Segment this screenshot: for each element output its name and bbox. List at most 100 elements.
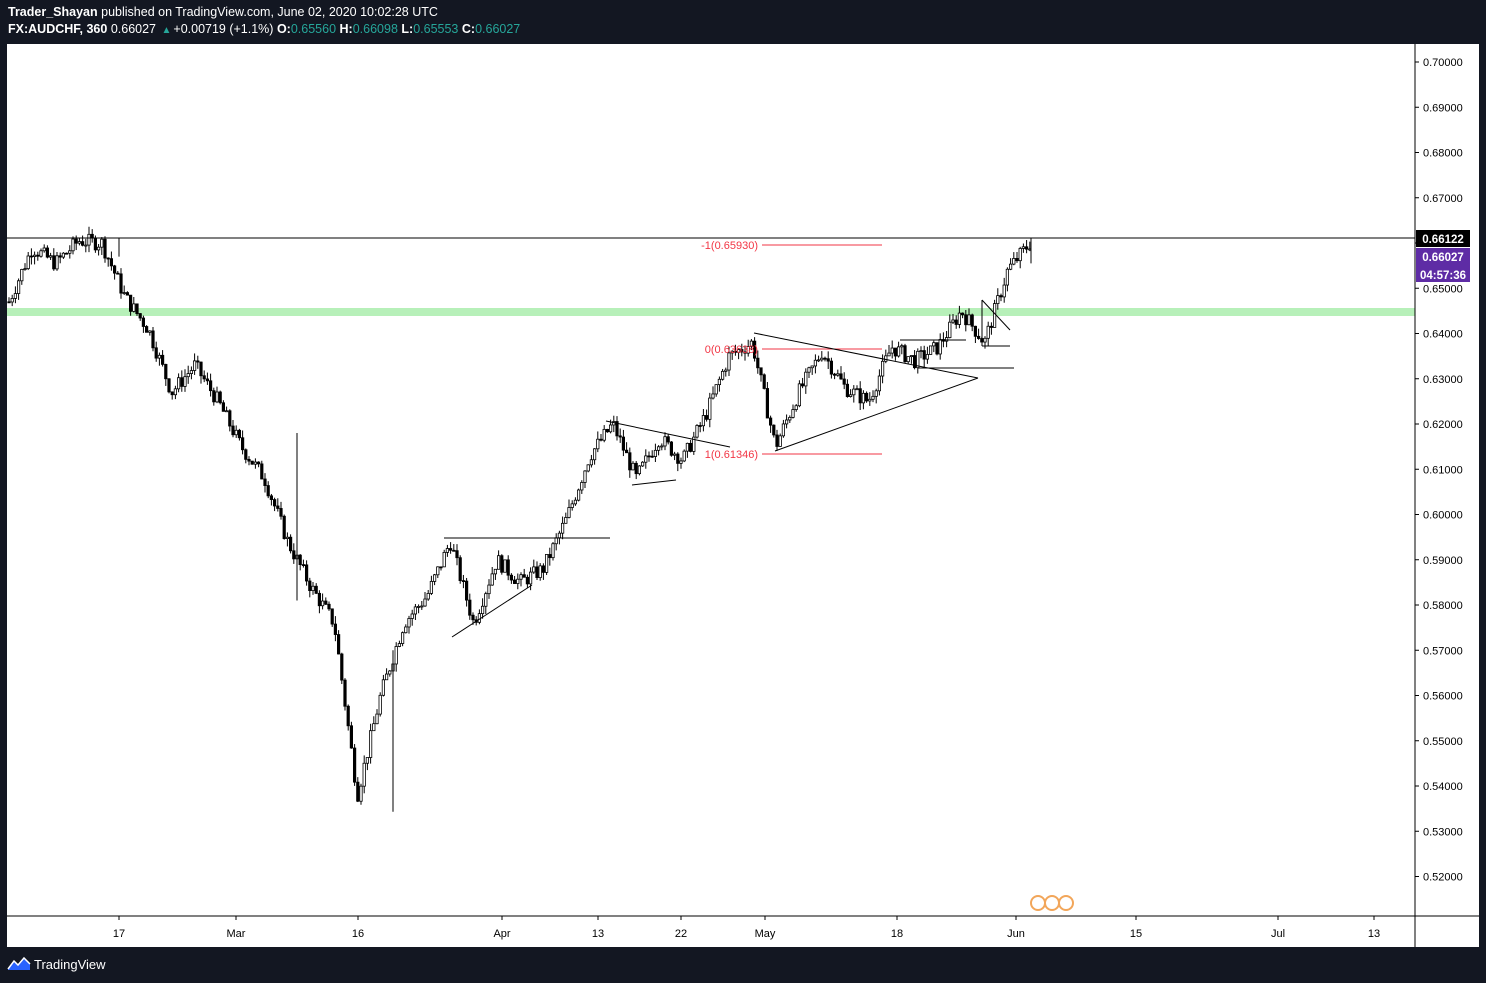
publish-info: Trader_Shayan published on TradingView.c… [8, 5, 438, 19]
candle-body [522, 574, 526, 578]
support-zone [7, 308, 1415, 316]
candle-body [240, 437, 245, 451]
candle-body [170, 391, 174, 396]
drawings: -1(0.65930) 0(0.63638) 1(0.61346) [7, 237, 1415, 638]
x-tick-label: 18 [891, 928, 903, 940]
event-markers[interactable] [1030, 895, 1074, 911]
x-tick-label: 16 [352, 928, 364, 940]
candle-body [906, 356, 910, 363]
chart-footer: TradingView [0, 947, 1486, 983]
brand-name[interactable]: TradingView [34, 957, 106, 972]
x-tick-label: Jul [1271, 928, 1285, 940]
x-tick-label: May [755, 928, 776, 940]
candle-body [887, 352, 891, 357]
candle-body [304, 564, 309, 582]
trendline-flag-top [981, 299, 1011, 331]
candle-body [797, 383, 802, 407]
event-marker-icon[interactable] [1058, 895, 1074, 911]
candle-body [993, 303, 997, 328]
candle-body [263, 478, 267, 486]
candle-body [948, 321, 952, 338]
candle-body [439, 566, 443, 569]
candle-body [349, 725, 354, 749]
y-tick-label: 0.63000 [1423, 374, 1463, 386]
event-marker-icon[interactable] [1044, 895, 1060, 911]
candle-body [756, 357, 760, 369]
candle-body [180, 377, 184, 387]
symbol-label[interactable]: FX:AUDCHF, 360 [8, 22, 108, 36]
candle-body [416, 606, 421, 608]
candle-body [631, 462, 635, 471]
candle-body [660, 445, 664, 448]
candle-body [589, 459, 594, 466]
y-tick-label: 0.60000 [1423, 510, 1463, 522]
candle-body [977, 335, 981, 339]
candle-body [932, 342, 936, 347]
chart-background [7, 44, 1479, 947]
y-tick-label: 0.52000 [1423, 872, 1463, 884]
candle-body [1018, 248, 1022, 262]
candle-body [423, 598, 427, 607]
candle-body [817, 359, 821, 362]
candle-body [964, 314, 968, 326]
time-axis[interactable]: 17 Mar 16 Apr 13 22 May 18 Jun 15 Jul 13 [113, 916, 1380, 940]
x-tick-label: 22 [675, 928, 687, 940]
candle-body [461, 580, 466, 582]
candle-body [167, 378, 171, 393]
candle-body [151, 330, 155, 349]
candle-body [765, 388, 770, 419]
candle-body [621, 436, 626, 451]
candle-body [570, 503, 574, 508]
candle-body [733, 350, 738, 353]
candle-body [685, 442, 690, 452]
candle-body [42, 247, 46, 252]
candle-body [52, 255, 56, 270]
candle-body [666, 436, 670, 443]
event-marker-icon[interactable] [1030, 895, 1046, 911]
y-tick-label: 0.70000 [1423, 57, 1463, 69]
candle-body [23, 268, 27, 271]
y-tick-label: 0.56000 [1423, 691, 1463, 703]
candle-body [224, 410, 229, 413]
candle-body [141, 317, 145, 327]
candle-body [692, 436, 696, 452]
candle-body [436, 566, 440, 576]
candle-body [650, 455, 654, 458]
candle-body [202, 375, 206, 380]
candle-body [237, 429, 241, 439]
candle-body [532, 566, 536, 573]
candle-body [609, 424, 613, 433]
candle-body [442, 551, 446, 568]
candle-body [308, 580, 312, 592]
current-price-text: 0.66027 [1422, 252, 1464, 264]
candle-body [925, 354, 930, 360]
candle-body [77, 241, 81, 244]
candle-body [144, 326, 149, 333]
candle-body [823, 357, 827, 360]
candle-body [487, 584, 491, 595]
up-arrow-icon: ▲ [161, 25, 172, 36]
candle-body [781, 423, 786, 437]
y-tick-label: 0.55000 [1423, 736, 1463, 748]
candle-body [567, 507, 571, 518]
high-value: 0.66098 [352, 22, 398, 36]
close-label: C: [461, 22, 476, 36]
trendline-triangle2-top [605, 420, 731, 448]
tradingview-logo-icon[interactable] [7, 956, 31, 972]
candles [7, 226, 1032, 812]
candle-body [33, 254, 37, 257]
candle-body [951, 319, 955, 323]
candle-body [1005, 268, 1010, 286]
candle-body [81, 241, 85, 246]
candle-body [868, 398, 872, 402]
open-label: O: [276, 22, 291, 36]
candle-body [772, 424, 776, 436]
publisher-name[interactable]: Trader_Shayan [8, 5, 98, 19]
candle-body [29, 255, 34, 258]
candle-body [452, 549, 456, 552]
candle-body [861, 392, 866, 404]
trendline-triangle3-top [753, 332, 979, 379]
candle-body [1009, 263, 1013, 270]
candle-body [961, 312, 965, 316]
